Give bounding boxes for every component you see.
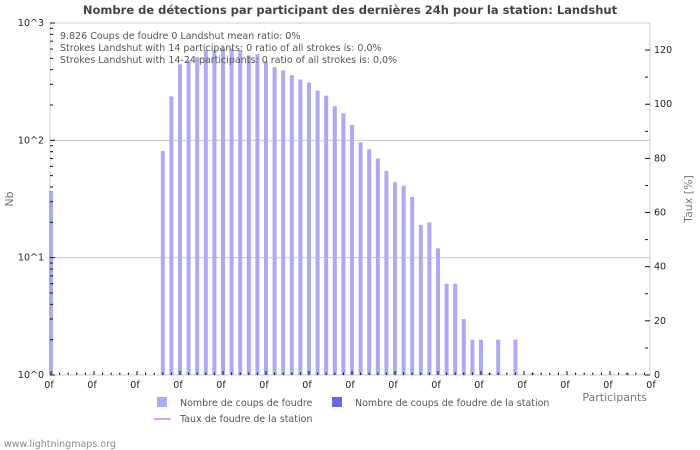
- bar: [221, 48, 225, 376]
- bar: [203, 50, 208, 376]
- x-tick-label: 0f: [603, 380, 613, 391]
- info-line-2: Strokes Landshut with 14 participants: 0…: [60, 43, 382, 54]
- x-tick-label: 0f: [173, 380, 183, 391]
- x-tick-label: 0f: [646, 380, 656, 391]
- bar: [401, 185, 406, 375]
- bar: [307, 82, 311, 375]
- x-tick-label: 0f: [431, 380, 441, 391]
- bar: [169, 96, 174, 376]
- x-tick-label: 0f: [302, 380, 312, 391]
- legend: Nombre de coups de foudre Nombre de coup…: [154, 397, 549, 425]
- bar: [461, 319, 466, 375]
- bar: [444, 283, 449, 375]
- info-line-1: 9.826 Coups de foudre 0 Landshut mean ra…: [60, 31, 300, 42]
- y-axis-label: Nb: [3, 191, 16, 206]
- bar: [410, 196, 415, 375]
- legend-swatch-station-strokes: [332, 397, 342, 407]
- y2-tick-label: 0: [654, 370, 660, 381]
- bar: [350, 125, 354, 376]
- x-tick-label: 0f: [259, 380, 269, 391]
- bar: [324, 95, 329, 376]
- bar: [436, 248, 440, 375]
- bar: [427, 222, 432, 375]
- bar: [186, 60, 191, 375]
- bar: [384, 170, 389, 375]
- bar: [49, 190, 53, 375]
- bar: [375, 158, 380, 375]
- bar: [281, 70, 286, 375]
- bar: [238, 50, 243, 376]
- bar: [178, 64, 182, 375]
- bar: [367, 149, 372, 375]
- y2-tick-label: 60: [654, 208, 666, 219]
- chart-title: Nombre de détections par participant des…: [83, 3, 618, 17]
- info-box: 9.826 Coups de foudre 0 Landshut mean ra…: [60, 31, 397, 66]
- y2-axis-label: Taux [%]: [682, 175, 695, 224]
- y-tick-label: 10^2: [18, 135, 44, 146]
- bar: [479, 339, 483, 375]
- bar: [264, 61, 268, 376]
- axis-ticks: 10^0 10^1 10^2 10^3 0 20 40 60 80 100 120 0f 0f 0f 0f 0…: [18, 18, 672, 391]
- info-line-3: Strokes Landshut with 14-24 participants…: [60, 55, 397, 66]
- bar: [298, 79, 303, 376]
- bar: [341, 113, 346, 375]
- y-tick-label: 10^1: [18, 253, 44, 264]
- bar: [195, 57, 200, 375]
- bar: [393, 182, 397, 375]
- bar: [160, 151, 165, 375]
- y2-tick-label: 40: [654, 262, 666, 273]
- bar: [332, 106, 337, 375]
- x-tick-label: 0f: [87, 380, 97, 391]
- x-tick-label: 0f: [44, 380, 54, 391]
- x-tick-label: 0f: [560, 380, 570, 391]
- bar: [229, 48, 234, 376]
- legend-label-strokes: Nombre de coups de foudre: [180, 398, 313, 409]
- bar: [470, 339, 475, 375]
- bar: [496, 339, 501, 375]
- bar-series: [49, 48, 630, 376]
- y2-tick-label: 120: [654, 45, 672, 56]
- bar: [418, 224, 423, 375]
- bar: [246, 55, 251, 376]
- x-tick-label: 0f: [345, 380, 355, 391]
- bar: [272, 67, 277, 375]
- y2-tick-label: 100: [654, 99, 672, 110]
- x-tick-label: 0f: [517, 380, 527, 391]
- x-axis-label: Participants: [582, 391, 647, 404]
- footer-link[interactable]: www.lightningmaps.org: [4, 439, 116, 450]
- bar: [453, 283, 458, 375]
- x-tick-label: 0f: [474, 380, 484, 391]
- bar: [315, 90, 320, 375]
- x-tick-label: 0f: [216, 380, 226, 391]
- y2-tick-label: 20: [654, 316, 666, 327]
- legend-label-station-strokes: Nombre de coups de foudre de la station: [355, 398, 549, 409]
- y-tick-label: 10^3: [18, 18, 44, 29]
- x-tick-label: 0f: [388, 380, 398, 391]
- bar: [255, 54, 260, 375]
- y-tick-label: 10^0: [18, 370, 44, 381]
- legend-swatch-strokes: [157, 397, 167, 407]
- x-tick-label: 0f: [130, 380, 140, 391]
- bar: [289, 75, 294, 375]
- bar: [212, 50, 217, 376]
- legend-label-ratio: Taux de foudre de la station: [179, 414, 312, 425]
- y2-tick-label: 80: [654, 153, 666, 164]
- bar: [358, 142, 363, 375]
- bar: [513, 339, 518, 375]
